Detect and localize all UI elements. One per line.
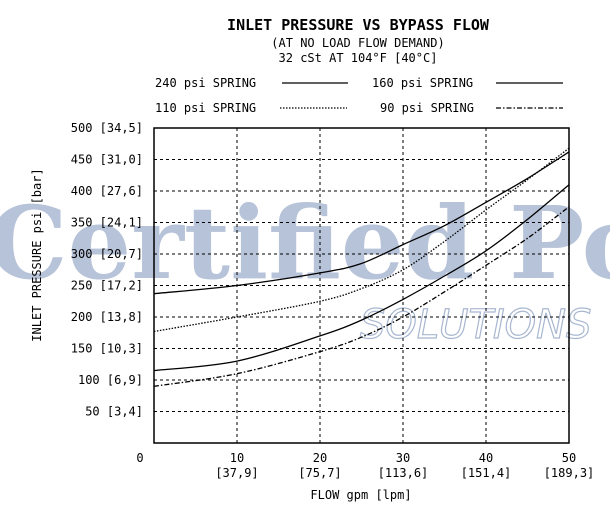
x-tick-sublabel: [151,4] [461,466,512,480]
legend-label-240: 240 psi SPRING [155,76,256,90]
watermark-brand: Certified Power [0,184,610,302]
x-tick-label: 20 [313,451,327,465]
chart-title: INLET PRESSURE VS BYPASS FLOW [227,16,490,34]
y-tick-label: 250 [17,2] [71,279,143,293]
legend-label-110: 110 psi SPRING [155,101,256,115]
x-tick-sublabel: [189,3] [544,466,595,480]
x-tick-label: 10 [230,451,244,465]
y-tick-label: 200 [13,8] [71,310,143,324]
chart-conditions: 32 cSt AT 104°F [40°C] [279,51,438,65]
watermark-tagline: SOLUTIONS [360,302,591,348]
y-tick-label: 300 [20,7] [71,247,143,261]
x-tick-label: 40 [479,451,493,465]
x-tick-sublabel: [75,7] [298,466,341,480]
legend-label-90: 90 psi SPRING [380,101,474,115]
series-line-240-psi [153,151,570,295]
legend: 240 psi SPRING 160 psi SPRING 110 psi SP… [155,76,563,115]
y-tick-label: 150 [10,3] [71,342,143,356]
series-line-110-psi [153,147,570,333]
series-line-160-psi [153,184,570,372]
chart-subtitle: (AT NO LOAD FLOW DEMAND) [271,36,444,50]
y-axis-label: INLET PRESSURE psi [bar] [30,168,44,341]
y-tick-label: 400 [27,6] [71,184,143,198]
series-lines [153,147,570,387]
y-tick-label: 450 [31,0] [71,153,143,167]
y-tick-label: 50 [3,4] [85,405,143,419]
x-tick-label: 50 [562,451,576,465]
x-tick-sublabel: [37,9] [215,466,258,480]
y-axis: 50 [3,4] 100 [6,9] 150 [10,3] 200 [13,8] 250… [71,121,143,419]
x-axis: 0 10[37,9] 20[75,7] 30[113,6] 40[151,4] 50[18… [136,451,594,480]
x-axis-label: FLOW gpm [lpm] [310,488,411,502]
series-line-90-psi [153,206,570,387]
x-tick-sublabel: [113,6] [378,466,429,480]
x-tick-label: 0 [136,451,143,465]
x-tick-label: 30 [396,451,410,465]
y-tick-label: 500 [34,5] [71,121,143,135]
legend-label-160: 160 psi SPRING [372,76,473,90]
y-tick-label: 350 [24,1] [71,216,143,230]
y-tick-label: 100 [6,9] [78,373,143,387]
